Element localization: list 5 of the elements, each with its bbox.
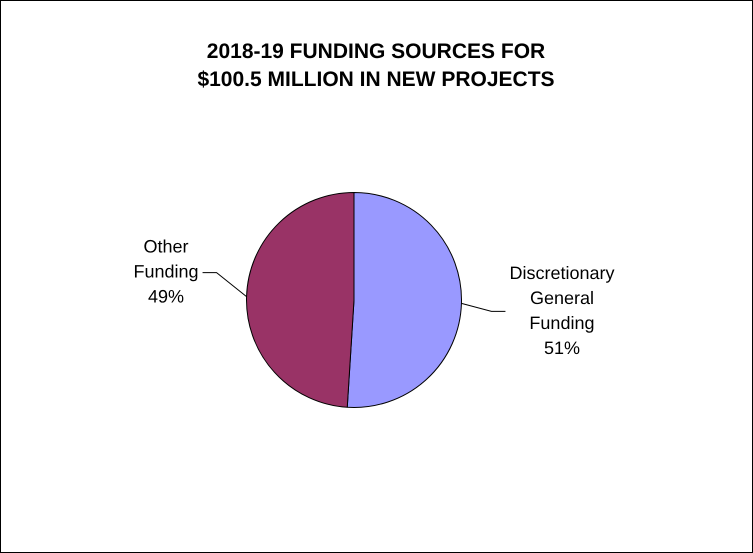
slice-label: Other Funding xyxy=(134,236,199,282)
chart-title: 2018-19 FUNDING SOURCES FOR $100.5 MILLION IN NEW PROJECTS xyxy=(196,39,556,93)
data-label: 51% xyxy=(544,338,580,358)
slice-label: Discretionary General Funding xyxy=(509,262,614,333)
data-label: 49% xyxy=(148,286,184,307)
